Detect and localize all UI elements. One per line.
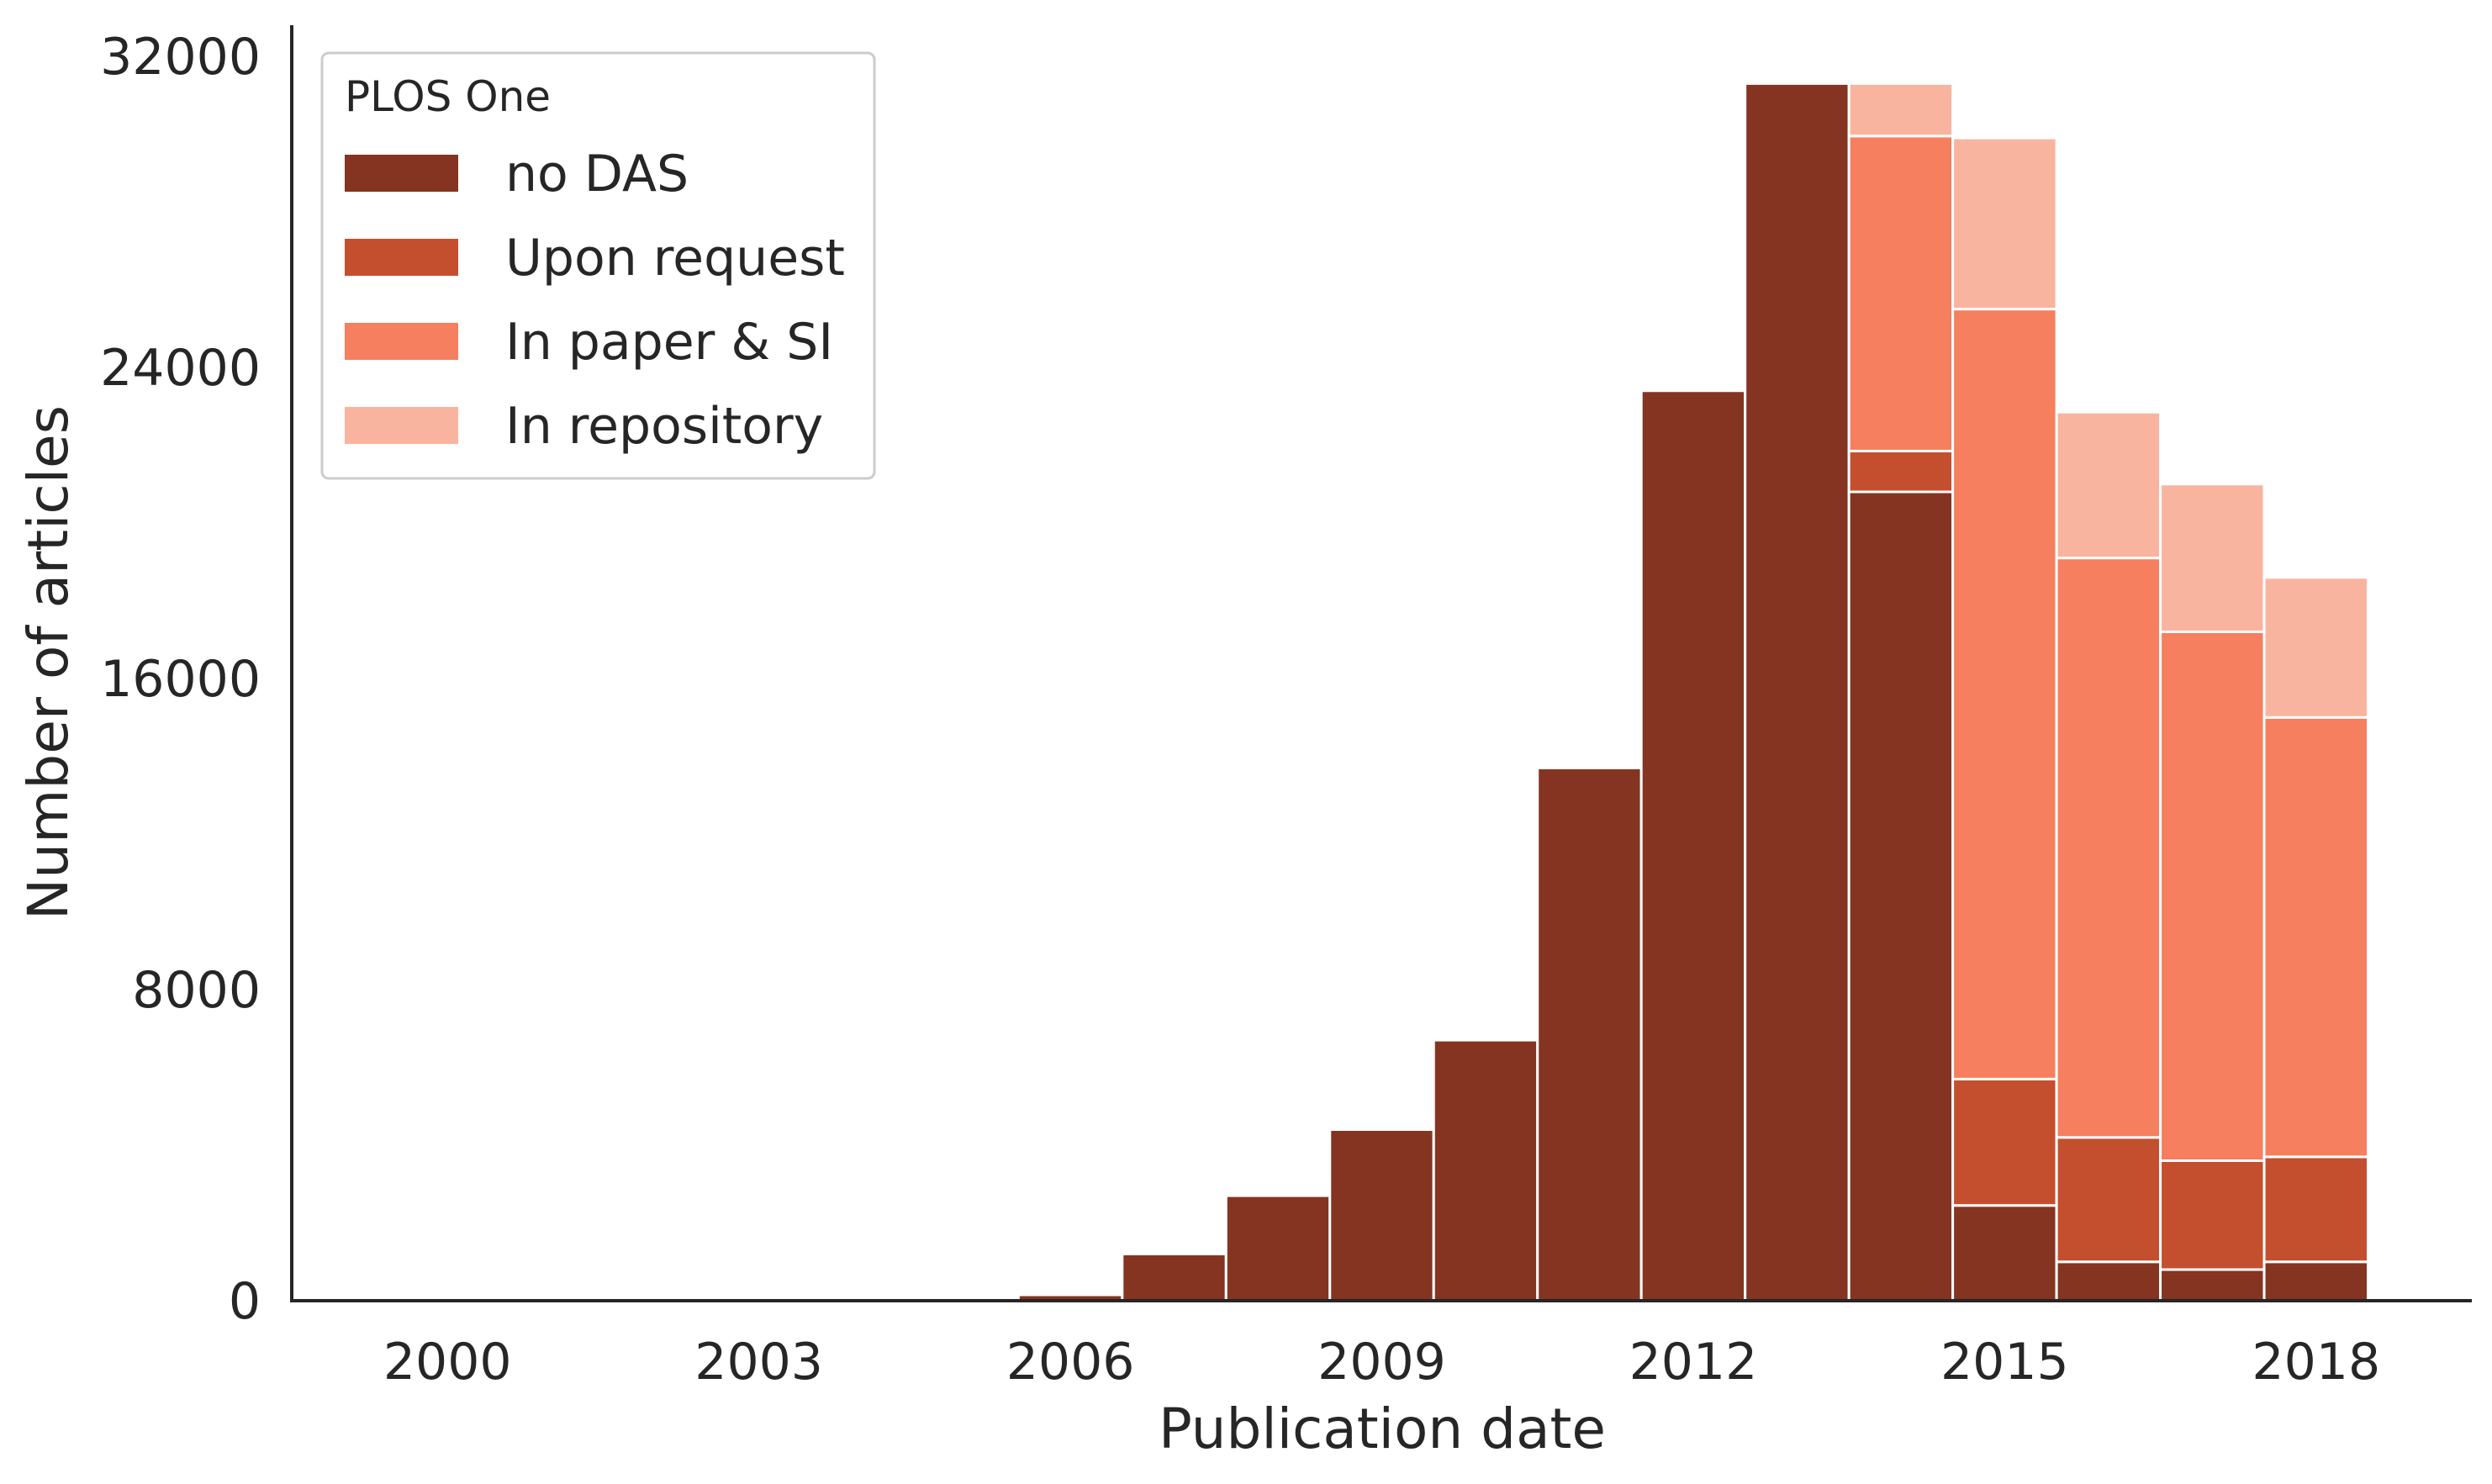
legend: PLOS One no DAS Upon request In paper & SI… xyxy=(320,51,876,480)
bar-no-das-2011 xyxy=(1536,766,1643,1302)
x-tick-label-2003: 2003 xyxy=(694,1333,823,1392)
bar-upon-request-2018 xyxy=(2262,1155,2370,1264)
y-axis-title: Number of articles xyxy=(16,405,81,920)
bars-group xyxy=(1016,82,2370,1302)
bar-in-paper-si-2016 xyxy=(2055,557,2162,1139)
bar-no-das-2012 xyxy=(1639,389,1747,1302)
bar-upon-request-2015 xyxy=(1951,1077,2058,1207)
x-tick-label-2006: 2006 xyxy=(1006,1333,1135,1392)
x-tick-label-2000: 2000 xyxy=(383,1333,512,1392)
bar-in-repository-2017 xyxy=(2159,483,2266,633)
legend-label-in-paper-si: In paper & SI xyxy=(505,313,833,372)
legend-swatch-in-repository xyxy=(345,407,458,444)
bar-upon-request-2016 xyxy=(2055,1136,2162,1264)
x-tick-label-2009: 2009 xyxy=(1317,1333,1446,1392)
legend-swatch-upon-request xyxy=(345,239,458,276)
bar-upon-request-2014 xyxy=(1847,449,1955,494)
y-tick-label-32000: 32000 xyxy=(100,28,261,87)
y-tick-label-24000: 24000 xyxy=(100,339,261,398)
bar-no-das-2018 xyxy=(2262,1260,2370,1302)
bar-no-das-2013 xyxy=(1744,82,1851,1302)
bar-in-paper-si-2018 xyxy=(2262,716,2370,1159)
bar-no-das-2010 xyxy=(1432,1038,1539,1302)
legend-frame xyxy=(320,51,876,480)
y-tick-labels: 0 8000 16000 24000 32000 xyxy=(100,28,261,1331)
x-tick-label-2015: 2015 xyxy=(1940,1333,2069,1392)
bar-in-repository-2015 xyxy=(1951,136,2058,311)
legend-swatch-in-paper-si xyxy=(345,323,458,360)
x-tick-label-2018: 2018 xyxy=(2252,1333,2380,1392)
x-axis-title: Publication date xyxy=(1159,1397,1606,1461)
bar-no-das-2009 xyxy=(1328,1128,1435,1302)
x-tick-label-2012: 2012 xyxy=(1629,1333,1758,1392)
bar-in-repository-2018 xyxy=(2262,576,2370,719)
legend-label-in-repository: In repository xyxy=(505,397,823,456)
legend-label-no-das: no DAS xyxy=(505,145,689,203)
bar-in-repository-2014 xyxy=(1847,82,1955,138)
bar-no-das-2015 xyxy=(1951,1204,2058,1302)
axes-group xyxy=(290,25,2472,1302)
legend-label-upon-request: Upon request xyxy=(505,229,845,288)
bar-in-paper-si-2014 xyxy=(1847,135,1955,452)
bar-no-das-2017 xyxy=(2159,1268,2266,1302)
legend-title: PLOS One xyxy=(345,72,551,121)
bar-in-paper-si-2017 xyxy=(2159,631,2266,1162)
y-tick-label-0: 0 xyxy=(229,1272,261,1331)
legend-swatch-no-das xyxy=(345,155,458,192)
bar-no-das-2008 xyxy=(1224,1194,1332,1302)
bar-upon-request-2017 xyxy=(2159,1159,2266,1271)
bar-no-das-2007 xyxy=(1121,1253,1228,1302)
x-tick-labels: 2000 2003 2006 2009 2012 2015 2018 xyxy=(383,1333,2380,1392)
bar-in-paper-si-2015 xyxy=(1951,308,2058,1080)
y-tick-label-16000: 16000 xyxy=(100,650,261,709)
bar-no-das-2016 xyxy=(2055,1260,2162,1302)
bar-in-repository-2016 xyxy=(2055,410,2162,560)
legend-items: no DAS Upon request In paper & SI In reposi… xyxy=(345,145,845,456)
y-tick-label-8000: 8000 xyxy=(132,961,261,1020)
bar-no-das-2014 xyxy=(1847,490,1955,1302)
